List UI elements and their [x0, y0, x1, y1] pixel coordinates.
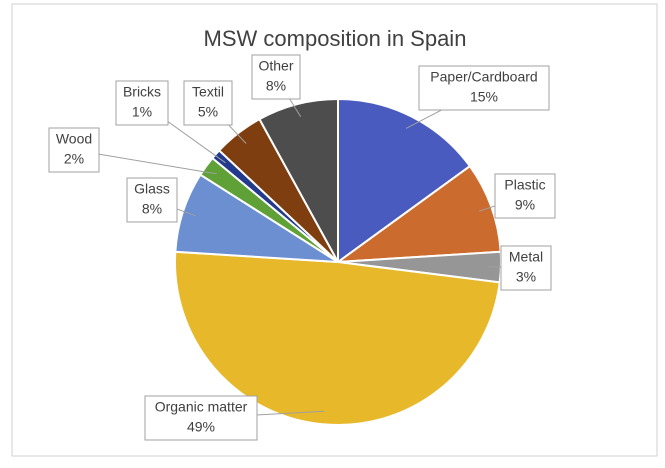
label-value: 1% [132, 104, 152, 120]
label-box [144, 395, 258, 441]
label-name: Plastic [504, 177, 545, 193]
label-box [183, 80, 233, 126]
label-box [251, 54, 301, 100]
label-box [494, 173, 556, 219]
label-value: 15% [470, 89, 498, 105]
label-value: 49% [187, 419, 215, 435]
label-name: Bricks [123, 84, 161, 100]
label-box [115, 80, 169, 126]
label-box [126, 177, 178, 223]
pie-slice [174, 250, 501, 426]
label-box [48, 127, 100, 173]
label-name: Paper/Cardboard [430, 69, 537, 85]
pie-slice [258, 97, 339, 263]
chart-title: MSW composition in Spain [204, 26, 467, 51]
label-box [418, 65, 550, 111]
label-value: 3% [516, 269, 536, 285]
label-name: Wood [56, 131, 92, 147]
label-name: Organic matter [155, 399, 248, 415]
label-name: Textil [192, 84, 224, 100]
label-name: Metal [509, 249, 543, 265]
label-name: Other [258, 58, 293, 74]
pie-slice [337, 97, 472, 264]
label-name: Glass [134, 181, 170, 197]
label-box [500, 245, 552, 291]
label-value: 2% [64, 151, 84, 167]
label-value: 9% [515, 197, 535, 213]
label-value: 8% [266, 78, 286, 94]
label-value: 5% [198, 104, 218, 120]
label-value: 8% [142, 201, 162, 217]
